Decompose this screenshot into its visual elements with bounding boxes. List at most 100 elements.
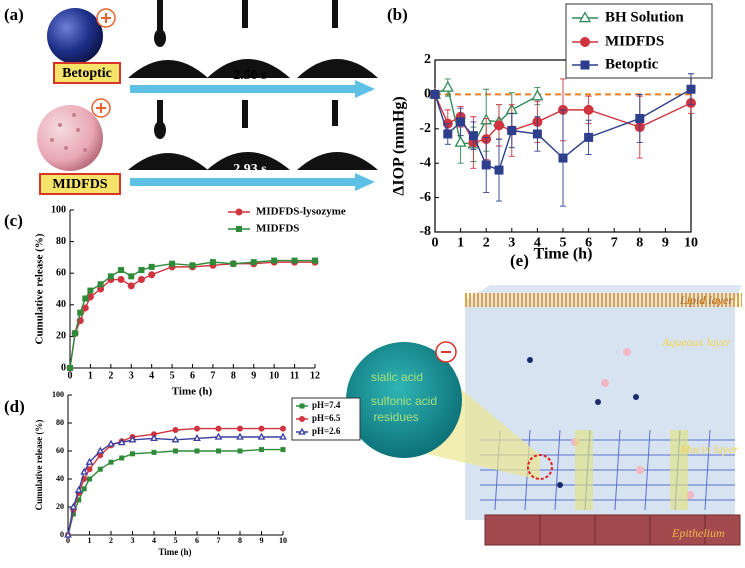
x-tick-label: 9	[662, 235, 669, 250]
x-axis-label: Time (h)	[172, 386, 213, 398]
x-axis-label: Time (h)	[158, 547, 191, 557]
marker	[583, 104, 594, 115]
annotation: sulfonic acid	[371, 394, 437, 408]
x-tick-label: 3	[129, 370, 134, 381]
y-axis-label: ΔIOP (mmHg)	[391, 96, 408, 195]
arrow	[130, 173, 375, 191]
x-tick-label: 5	[174, 536, 178, 545]
annotation: residues	[373, 410, 418, 424]
marker	[280, 447, 286, 453]
arrow	[130, 80, 375, 98]
marker	[291, 257, 298, 264]
marker	[76, 497, 82, 503]
x-tick-label: 10	[684, 235, 698, 250]
marker	[117, 438, 126, 446]
x-tick-label: 10	[269, 370, 279, 381]
marker	[138, 267, 145, 274]
x-tick-label: 4	[534, 235, 541, 250]
marker	[130, 451, 135, 457]
marker	[214, 432, 223, 440]
marker	[74, 485, 83, 493]
marker	[441, 80, 454, 92]
series-line	[67, 436, 283, 536]
y-tick-label: 60	[56, 267, 66, 278]
marker	[635, 113, 645, 123]
marker	[70, 511, 76, 517]
marker	[468, 131, 478, 141]
x-tick-label: 0	[68, 370, 73, 381]
marker	[531, 89, 544, 101]
x-tick-label: 1	[88, 370, 93, 381]
y-tick-label: 60	[56, 446, 64, 455]
marker	[108, 459, 114, 465]
marker	[558, 153, 568, 163]
sphere	[47, 8, 103, 64]
panel-label: (b)	[387, 5, 408, 24]
marker	[87, 476, 92, 482]
marker	[107, 273, 114, 280]
marker	[172, 427, 179, 433]
marker	[148, 271, 156, 279]
marker	[194, 448, 200, 454]
y-tick-label: 0	[60, 530, 64, 539]
x-tick-label: 4	[152, 536, 156, 545]
zoom-sphere	[346, 342, 462, 458]
x-tick-label: 7	[611, 235, 618, 250]
marker	[237, 425, 243, 432]
x-tick-label: 5	[170, 370, 175, 381]
sphere	[37, 105, 103, 171]
series-line	[69, 261, 315, 369]
label-box	[39, 173, 121, 195]
marker	[171, 435, 180, 443]
x-tick-label: 0	[432, 235, 439, 250]
marker	[97, 281, 104, 288]
marker	[454, 135, 467, 147]
marker	[97, 466, 103, 472]
charge-icon	[101, 13, 111, 23]
marker	[258, 425, 265, 432]
legend-label: pH=6.5	[312, 413, 341, 423]
layer-label: Mucin layer	[679, 442, 739, 456]
time-label: 2.93 s	[233, 162, 267, 177]
texture	[50, 113, 87, 152]
marker	[209, 259, 216, 266]
x-tick-label: 3	[508, 235, 515, 250]
marker	[494, 165, 504, 175]
y-tick-label: 100	[51, 204, 66, 215]
marker	[87, 287, 94, 294]
marker	[312, 257, 318, 264]
legend-label: MIDFDS	[605, 33, 664, 49]
legend-marker	[235, 208, 243, 216]
marker	[481, 160, 491, 170]
marker	[148, 263, 155, 270]
legend-label: Betoptic	[605, 56, 659, 72]
panel-label: (e)	[510, 251, 529, 270]
mucin-strand	[575, 430, 593, 510]
x-tick-label: 6	[585, 235, 592, 250]
marker	[430, 89, 440, 99]
marker	[81, 486, 87, 492]
y-tick-label: -4	[419, 155, 431, 170]
y-tick-label: -8	[419, 224, 431, 239]
y-tick-label: 20	[56, 502, 64, 511]
marker	[69, 502, 78, 510]
marker	[86, 466, 93, 473]
legend-marker	[580, 37, 590, 47]
y-tick-label: 40	[56, 474, 64, 483]
y-tick-label: 100	[52, 390, 64, 399]
marker	[686, 84, 696, 94]
y-tick-label: -6	[419, 190, 431, 205]
marker	[532, 129, 542, 139]
marker	[82, 295, 89, 302]
marker	[456, 117, 466, 127]
legend-marker	[578, 11, 592, 23]
marker	[151, 449, 157, 455]
marker	[72, 330, 79, 337]
marker	[230, 260, 237, 267]
x-tick-label: 11	[290, 370, 299, 381]
drug-label: MIDFDS	[52, 177, 107, 192]
particles	[527, 357, 639, 488]
y-axis-label: Cumulative release (%)	[34, 233, 46, 344]
